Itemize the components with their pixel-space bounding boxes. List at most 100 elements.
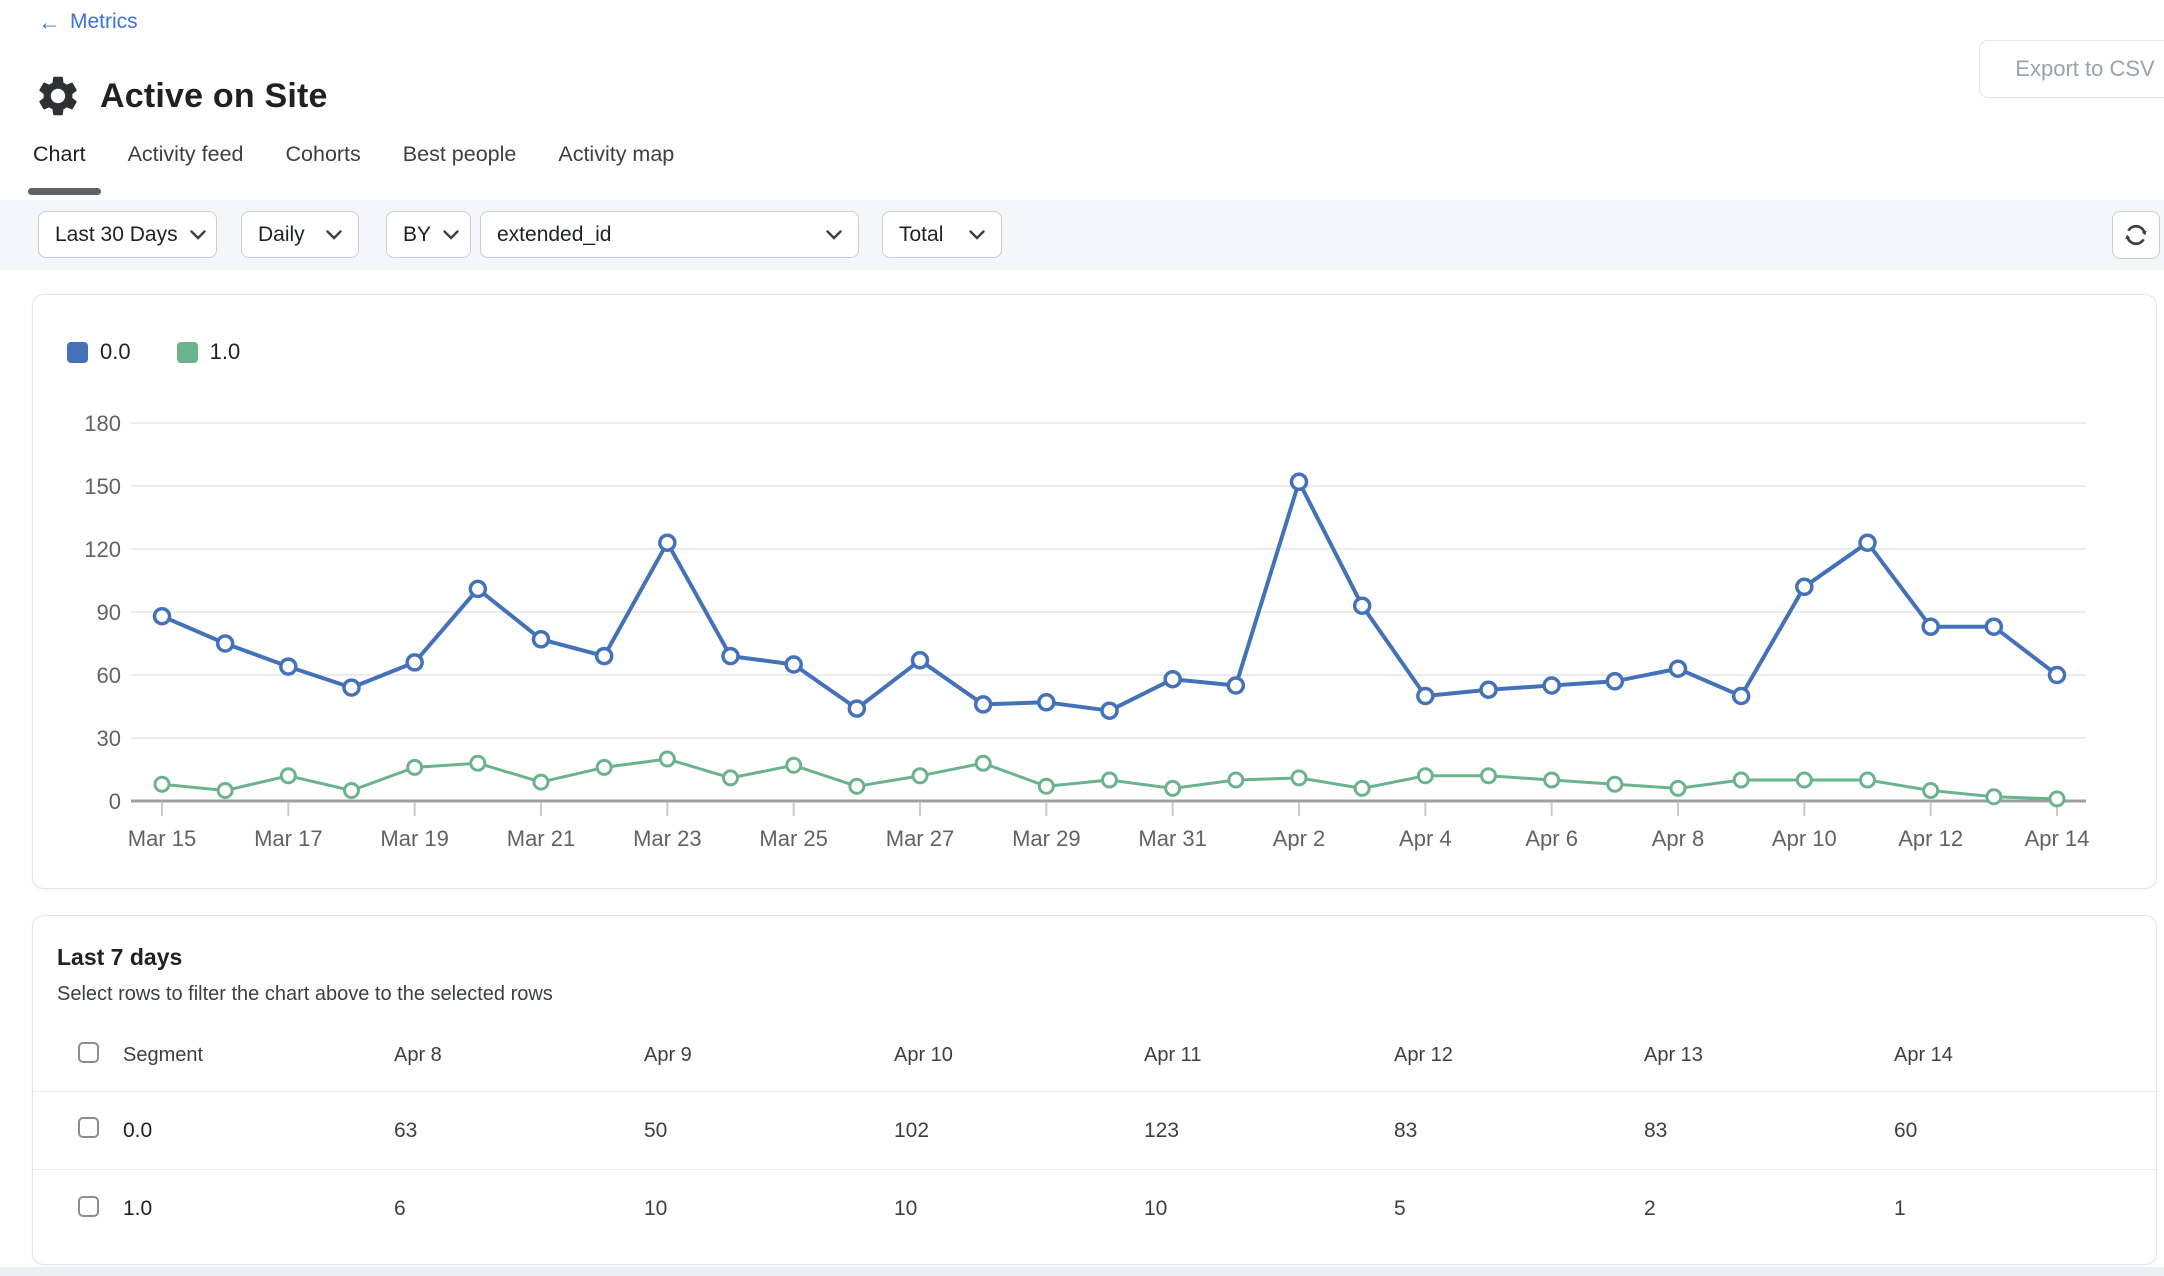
row-checkbox[interactable] [78,1195,99,1217]
svg-text:30: 30 [97,726,121,751]
svg-text:Mar 29: Mar 29 [1012,826,1080,851]
value-cell: 10 [644,1197,668,1220]
value-cell: 102 [894,1118,930,1142]
chevron-down-icon [826,229,842,240]
svg-text:Apr 8: Apr 8 [1652,826,1705,851]
bottom-strip [0,1267,2164,1276]
value-cell: 63 [394,1118,418,1142]
value-cell: 50 [644,1118,668,1142]
svg-text:60: 60 [97,663,121,688]
tab-bar: Chart Activity feed Cohorts Best people … [28,142,674,195]
column-header: Apr 14 [1894,1044,1953,1066]
svg-text:Mar 25: Mar 25 [759,826,827,851]
tab-label: Cohorts [285,142,361,166]
property-value: extended_id [497,222,612,246]
svg-text:Mar 19: Mar 19 [380,826,448,851]
tab-label: Chart [33,142,86,166]
svg-text:Apr 14: Apr 14 [2025,826,2090,851]
chevron-down-icon [326,229,342,240]
table-row[interactable]: 0.0 63 50 102 123 83 83 60 [33,1092,2156,1170]
legend-swatch-blue [67,341,88,363]
table-title: Last 7 days [57,944,183,970]
filter-bar: Last 30 Days Daily BY extended_id Total [0,200,2164,270]
segment-cell: 1.0 [123,1197,153,1220]
svg-text:Apr 12: Apr 12 [1898,826,1963,851]
svg-text:Mar 31: Mar 31 [1138,826,1206,851]
tab-best-people[interactable]: Best people [403,142,517,195]
svg-text:90: 90 [97,600,121,625]
title-row: Active on Site [34,72,328,120]
line-chart: 0 30 60 90 120 150 180 Mar 15 Mar 17 Mar 19 Mar 21… [84,411,2090,851]
refresh-button[interactable] [2112,211,2160,259]
checkbox-cell [78,1195,123,1223]
svg-text:180: 180 [84,411,121,436]
chevron-down-icon [969,229,985,240]
chevron-down-icon [443,229,459,240]
column-header: Apr 13 [1644,1044,1703,1066]
page-title: Active on Site [100,76,328,115]
tab-activity-map[interactable]: Activity map [558,142,674,195]
date-range-dropdown[interactable]: Last 30 Days [38,211,217,258]
table-row[interactable]: 1.0 6 10 10 10 5 2 1 [33,1170,2156,1248]
interval-value: Daily [258,222,305,246]
legend-label: 1.0 [209,339,241,364]
back-link-label: Metrics [70,10,138,33]
tab-label: Best people [402,142,517,166]
svg-text:Mar 21: Mar 21 [507,826,575,851]
legend-item-0[interactable]: 0.0 [67,339,131,365]
segment-cell: 0.0 [123,1118,153,1142]
value-cell: 83 [1644,1118,1668,1142]
svg-text:Apr 6: Apr 6 [1525,826,1578,851]
column-header: Apr 12 [1394,1044,1453,1066]
aggregation-dropdown[interactable]: Total [882,211,1002,258]
date-range-value: Last 30 Days [55,222,178,246]
table-subtitle: Select rows to filter the chart above to… [57,983,553,1005]
segments-table-card: Last 7 days Select rows to filter the ch… [32,915,2157,1265]
svg-text:Mar 17: Mar 17 [254,826,322,851]
legend-item-1[interactable]: 1.0 [176,339,241,365]
value-cell: 83 [1394,1118,1418,1142]
export-csv-button[interactable]: Export to CSV [1979,40,2164,98]
legend-label: 0.0 [100,339,131,364]
tab-cohorts[interactable]: Cohorts [286,142,361,195]
legend-swatch-green [176,341,198,363]
value-cell: 6 [394,1197,406,1220]
refresh-icon [2121,220,2151,250]
svg-text:0: 0 [109,789,121,814]
column-header: Apr 9 [644,1044,692,1066]
checkbox-cell [78,1042,123,1069]
chart-card: 0.0 1.0 0 30 60 90 120 150 180 Mar 15 Mar 17 Mar … [32,294,2157,889]
value-cell: 123 [1144,1118,1180,1142]
value-cell: 5 [1394,1197,1406,1220]
back-link[interactable]: ← Metrics [38,10,138,34]
select-all-checkbox[interactable] [78,1042,99,1063]
tab-activity-feed[interactable]: Activity feed [128,142,244,195]
back-arrow-icon: ← [38,8,61,35]
value-cell: 10 [1144,1197,1168,1220]
row-checkbox[interactable] [78,1117,99,1138]
table-header-row: Segment Apr 8 Apr 9 Apr 10 Apr 11 Apr 12… [33,1020,2156,1092]
active-tab-underline [28,188,101,195]
value-cell: 60 [1894,1118,1918,1142]
checkbox-cell [78,1117,123,1144]
tab-chart[interactable]: Chart [28,142,101,195]
svg-text:Apr 10: Apr 10 [1772,826,1837,851]
svg-text:Apr 2: Apr 2 [1273,826,1326,851]
by-dropdown[interactable]: BY [386,211,471,258]
svg-text:150: 150 [84,474,121,499]
svg-text:Mar 23: Mar 23 [633,826,701,851]
column-header: Apr 10 [894,1044,953,1066]
tab-label: Activity feed [127,142,244,166]
chevron-down-icon [189,229,206,240]
interval-dropdown[interactable]: Daily [241,211,359,258]
settings-gear-icon [34,72,82,120]
svg-text:Mar 15: Mar 15 [128,826,196,851]
column-header: Apr 11 [1144,1044,1202,1066]
value-cell: 1 [1894,1197,1906,1220]
value-cell: 10 [894,1197,918,1220]
property-dropdown[interactable]: extended_id [480,211,859,258]
chart-legend: 0.0 1.0 [67,339,240,365]
value-cell: 2 [1644,1197,1656,1220]
column-header: Apr 8 [394,1044,442,1066]
